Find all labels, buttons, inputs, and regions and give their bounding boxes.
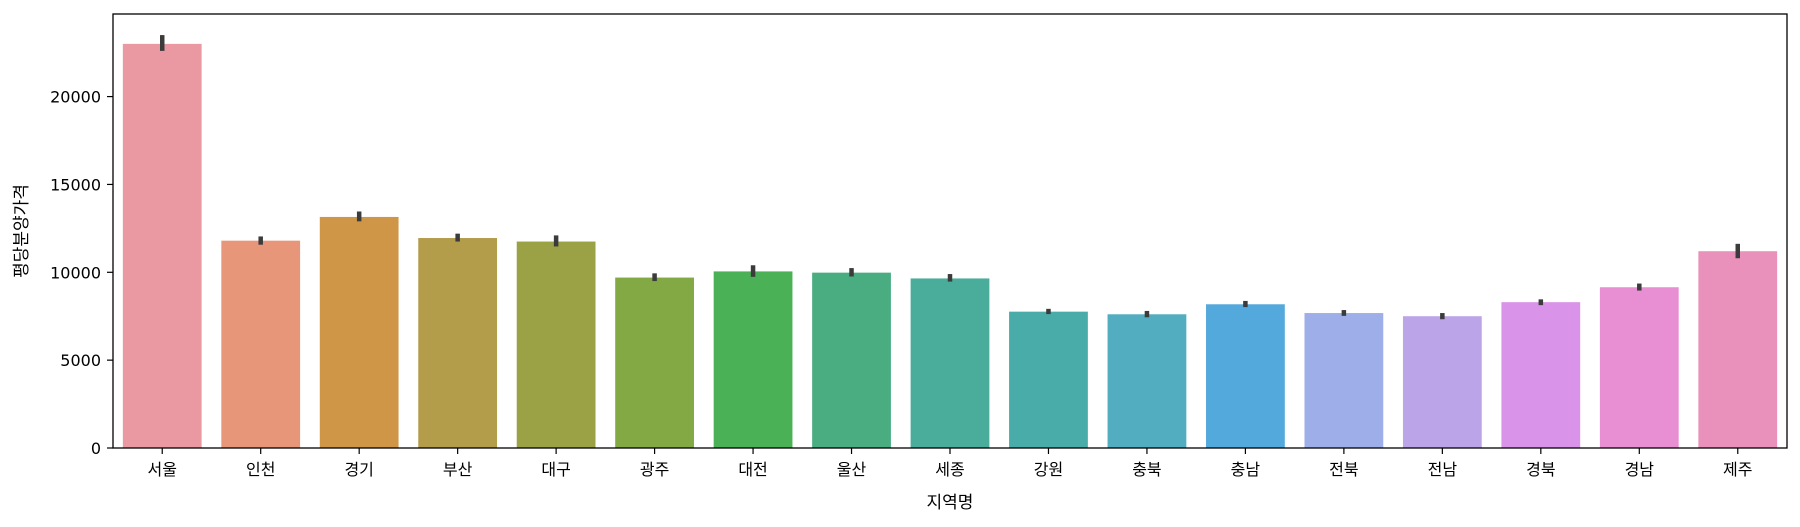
x-tick-label: 경기 bbox=[344, 460, 373, 479]
x-tick-label: 부산 bbox=[443, 460, 473, 479]
x-tick-label: 전북 bbox=[1329, 460, 1358, 479]
x-axis: 서울 인천 경기 부산 대구 광주 대전 울산 세종 강원 충북 충남 전북 전남 경북 경남 제주 bbox=[148, 448, 1752, 479]
bar-14 bbox=[1501, 302, 1581, 448]
x-tick-label: 충남 bbox=[1231, 460, 1261, 479]
bars bbox=[122, 43, 1778, 448]
y-tick-label: 15000 bbox=[50, 175, 101, 194]
x-tick-label: 경남 bbox=[1625, 460, 1655, 479]
bar-13 bbox=[1402, 316, 1482, 448]
y-tick-label: 0 bbox=[91, 439, 101, 458]
bar-2 bbox=[319, 216, 399, 448]
x-tick-label: 대구 bbox=[541, 460, 570, 479]
bar-9 bbox=[1009, 311, 1088, 448]
bar-6 bbox=[713, 271, 793, 448]
bar-1 bbox=[221, 240, 301, 448]
bar-8 bbox=[910, 278, 990, 448]
bar-5 bbox=[615, 277, 694, 448]
y-tick-label: 5000 bbox=[60, 351, 101, 370]
x-tick-label: 충북 bbox=[1132, 460, 1161, 479]
x-tick-label: 대전 bbox=[738, 460, 767, 479]
bar-15 bbox=[1599, 287, 1679, 448]
y-tick-label: 20000 bbox=[50, 88, 101, 107]
y-tick-label: 10000 bbox=[50, 263, 101, 282]
x-tick-label: 인천 bbox=[246, 460, 275, 479]
bar-3 bbox=[418, 238, 498, 448]
bar-4 bbox=[516, 241, 596, 448]
x-tick-label: 경북 bbox=[1526, 460, 1555, 479]
bar-12 bbox=[1304, 313, 1384, 448]
x-tick-label: 세종 bbox=[935, 460, 964, 479]
x-tick-label: 강원 bbox=[1034, 460, 1063, 479]
x-tick-label: 울산 bbox=[837, 460, 867, 479]
bar-11 bbox=[1206, 304, 1285, 448]
y-axis-label: 평당분양가격 bbox=[12, 184, 32, 278]
x-axis-label: 지역명 bbox=[927, 493, 974, 513]
bar-0 bbox=[122, 43, 202, 448]
x-tick-label: 서울 bbox=[148, 460, 177, 479]
error-bars bbox=[159, 35, 1741, 320]
x-tick-label: 제주 bbox=[1723, 460, 1752, 479]
bar-7 bbox=[812, 272, 891, 448]
y-axis: 0 5000 10000 15000 20000 bbox=[50, 88, 113, 458]
x-tick-label: 광주 bbox=[640, 460, 669, 479]
bar-16 bbox=[1698, 251, 1778, 448]
bar-10 bbox=[1107, 314, 1187, 448]
x-tick-label: 전남 bbox=[1428, 460, 1458, 479]
